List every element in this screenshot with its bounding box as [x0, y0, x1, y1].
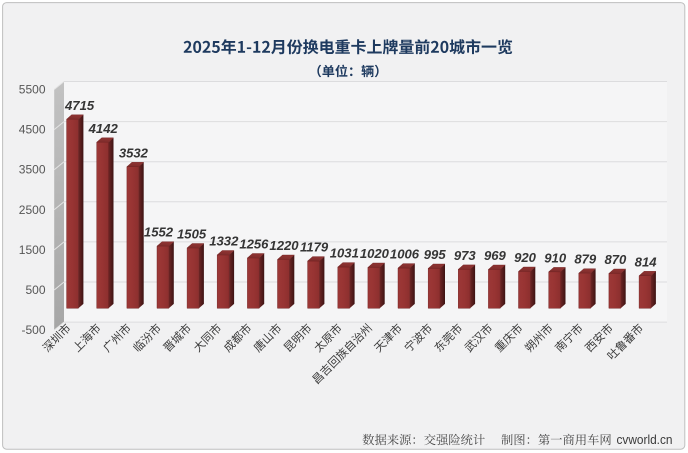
svg-text:1179: 1179	[300, 240, 329, 255]
svg-text:1006: 1006	[390, 247, 420, 262]
svg-text:973: 973	[454, 248, 477, 263]
svg-text:1505: 1505	[177, 227, 207, 242]
svg-text:1332: 1332	[209, 234, 239, 249]
svg-text:814: 814	[635, 254, 658, 269]
svg-text:2500: 2500	[19, 203, 46, 217]
svg-text:1552: 1552	[144, 225, 174, 240]
svg-text:879: 879	[574, 252, 597, 267]
svg-text:5500: 5500	[19, 83, 46, 97]
svg-text:1020: 1020	[360, 246, 390, 261]
svg-text:500: 500	[25, 283, 45, 297]
svg-text:1256: 1256	[239, 237, 269, 252]
svg-text:1220: 1220	[269, 238, 299, 253]
svg-text:3532: 3532	[119, 145, 149, 160]
svg-text:969: 969	[484, 248, 507, 263]
svg-text:910: 910	[544, 250, 567, 265]
svg-text:1031: 1031	[330, 246, 359, 261]
svg-text:4500: 4500	[19, 123, 46, 137]
svg-text:cvworld.cn: cvworld.cn	[617, 433, 673, 447]
svg-text:-500: -500	[21, 323, 45, 337]
svg-text:870: 870	[604, 252, 627, 267]
svg-text:4715: 4715	[64, 98, 95, 113]
svg-text:995: 995	[424, 247, 447, 262]
svg-text:920: 920	[514, 250, 537, 265]
svg-text:1500: 1500	[19, 243, 46, 257]
svg-text:4142: 4142	[88, 121, 119, 136]
svg-text:3500: 3500	[19, 163, 46, 177]
